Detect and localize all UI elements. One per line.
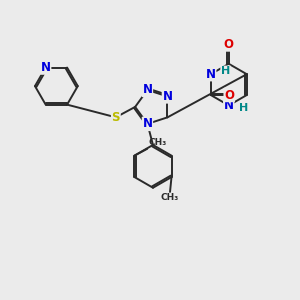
Text: N: N bbox=[142, 117, 152, 130]
Text: N: N bbox=[162, 90, 172, 103]
Text: CH₃: CH₃ bbox=[161, 194, 179, 202]
Text: N: N bbox=[224, 99, 234, 112]
Text: O: O bbox=[224, 88, 234, 101]
Text: S: S bbox=[112, 111, 120, 124]
Text: O: O bbox=[224, 38, 234, 51]
Text: N: N bbox=[41, 61, 51, 74]
Text: CH₃: CH₃ bbox=[149, 138, 167, 147]
Text: H: H bbox=[239, 103, 248, 113]
Text: N: N bbox=[142, 83, 152, 96]
Text: N: N bbox=[206, 68, 216, 81]
Text: H: H bbox=[221, 66, 230, 76]
